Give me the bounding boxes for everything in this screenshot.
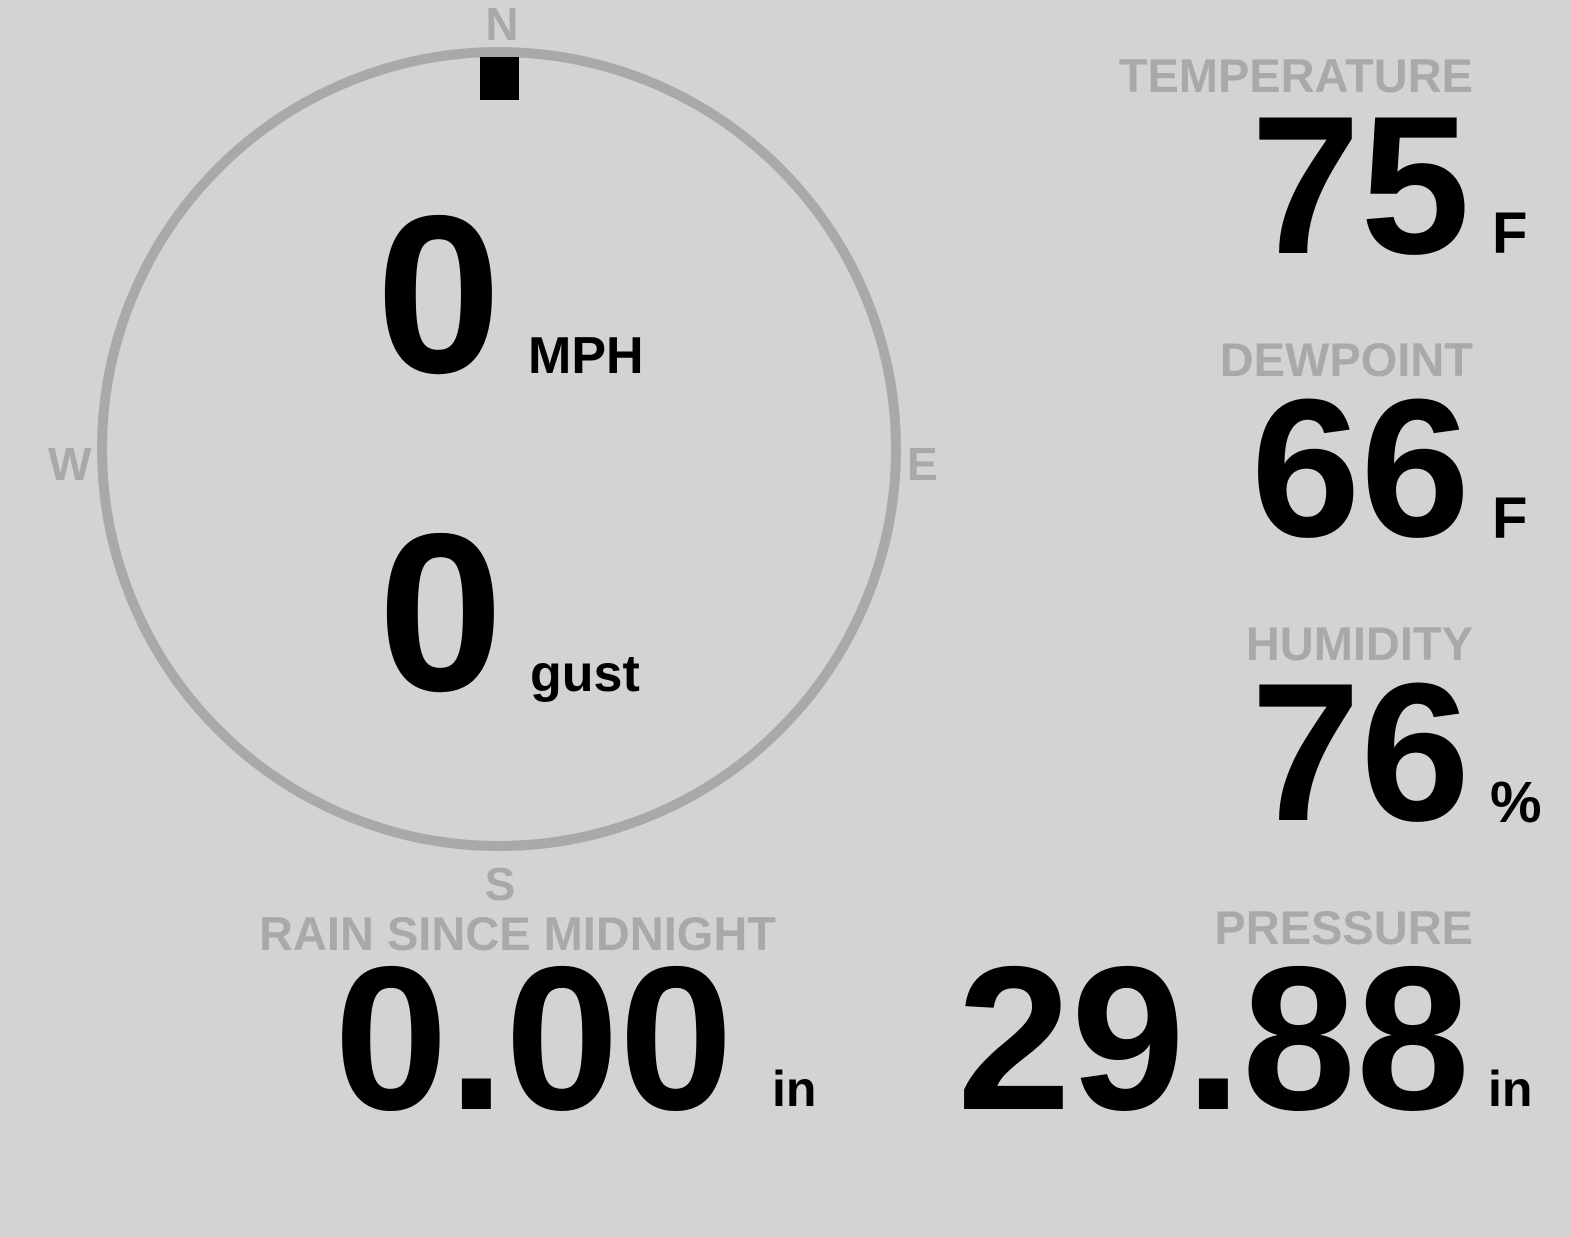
dewpoint-value: 66 (1250, 358, 1470, 578)
pressure-unit: in (1488, 1061, 1533, 1117)
rain-unit: in (772, 1061, 817, 1117)
compass-north: N (485, 0, 519, 50)
pressure-label: PRESSURE (1214, 901, 1473, 954)
rain-label: RAIN SINCE MIDNIGHT (259, 907, 776, 960)
dewpoint-unit: F (1492, 486, 1528, 551)
rain-value: 0.00 (334, 924, 733, 1153)
compass-east: E (907, 438, 938, 490)
humidity-unit: % (1490, 770, 1542, 835)
humidity-label: HUMIDITY (1245, 617, 1473, 670)
wind-gust-unit: gust (530, 645, 640, 703)
temperature-value: 75 (1250, 75, 1470, 295)
compass-ring (97, 47, 901, 851)
wind-gust-value: 0 (378, 486, 504, 738)
temperature-unit: F (1492, 201, 1528, 266)
pressure-value: 29.88 (956, 924, 1470, 1153)
wind-speed-unit: MPH (528, 327, 644, 385)
compass-west: W (48, 438, 92, 490)
temperature-label: TEMPERATURE (1118, 49, 1473, 102)
dewpoint-label: DEWPOINT (1219, 333, 1473, 386)
humidity-value: 76 (1250, 642, 1470, 862)
wind-speed-value: 0 (376, 168, 502, 420)
compass-south: S (484, 858, 516, 910)
wind-direction-marker (480, 57, 519, 100)
